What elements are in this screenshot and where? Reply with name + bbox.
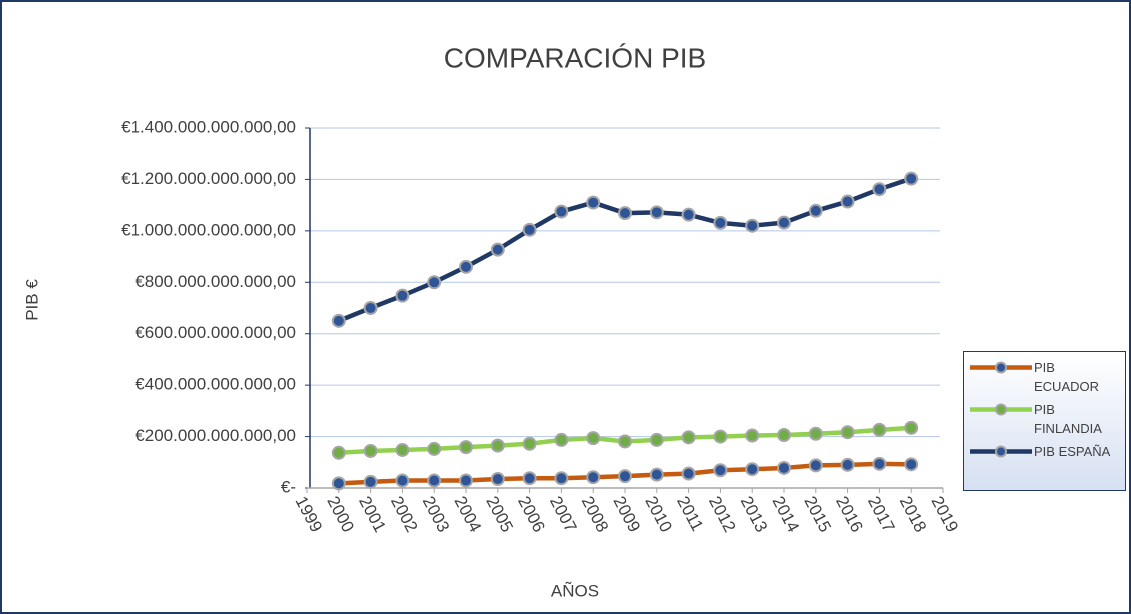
data-point [331,445,346,460]
data-point [840,457,855,472]
y-tick-label: €200.000.000.000,00 [135,426,296,445]
data-point [649,205,664,220]
chart-title: COMPARACIÓN PIB [444,42,706,73]
data-point [331,476,346,491]
y-tick-label: €800.000.000.000,00 [135,272,296,291]
y-tick-label: €- [281,477,296,496]
data-point [554,432,569,447]
data-point [427,473,442,488]
data-point [872,456,887,471]
data-point [363,474,378,489]
data-point [522,222,537,237]
data-point [681,466,696,481]
legend-label: PIB ESPAÑA [1034,444,1111,459]
data-point [904,171,919,186]
data-point [808,203,823,218]
data-point [649,432,664,447]
legend-swatch [970,403,1032,416]
data-point [459,473,473,488]
data-point [681,430,696,445]
data-point [777,215,791,230]
data-point [777,460,791,475]
data-point [808,426,823,441]
legend-marker [995,445,1007,458]
data-point [395,473,410,488]
data-point [904,420,919,435]
legend-item: PIB ESPAÑA [968,442,1121,461]
y-tick-label: €400.000.000.000,00 [135,375,296,394]
data-point [586,470,601,485]
data-point [490,242,505,257]
data-point [427,275,442,290]
data-point [395,288,410,303]
data-point [618,206,632,221]
x-axis-title: AÑOS [551,581,599,600]
y-axis-title: PIB € [22,279,41,321]
data-point [490,472,505,486]
data-point [554,204,569,219]
data-point [904,457,919,472]
data-point [459,259,473,274]
data-point [713,463,728,478]
legend-marker [995,403,1007,416]
y-tick-label: €1.200.000.000.000,00 [121,169,296,188]
data-point [872,182,887,197]
data-point [713,429,728,444]
y-tick-label: €1.000.000.000.000,00 [121,220,296,239]
data-point [745,462,760,477]
data-point [618,434,632,449]
legend-item: PIB FINLANDIA [968,400,1121,438]
data-point [490,438,505,453]
data-point [618,469,632,484]
data-point [872,422,887,437]
legend-label: PIB FINLANDIA [1034,402,1102,436]
data-point [427,441,442,456]
data-point [586,195,601,210]
data-point [840,194,855,209]
data-point [554,471,569,486]
data-point [681,207,696,222]
y-tick-label: €600.000.000.000,00 [135,323,296,342]
legend-swatch [970,361,1032,374]
data-point [395,442,410,457]
legend-marker [995,361,1007,374]
y-tick-label: €1.400.000.000.000,00 [121,117,296,136]
legend-item: PIB ECUADOR [968,358,1121,396]
legend-label: PIB ECUADOR [1034,360,1100,394]
data-point [363,301,378,315]
data-point [331,313,346,328]
data-point [649,467,664,482]
data-point [840,425,855,440]
data-point [745,428,760,443]
data-point [713,215,728,230]
legend: PIB ECUADOR PIB FINLANDIA PIB ESPAÑA [963,351,1126,491]
data-point [459,440,473,455]
data-point [808,458,823,473]
data-point [522,436,537,451]
data-point [363,443,378,458]
data-point [522,471,537,486]
data-point [777,428,791,443]
data-point [586,431,601,446]
data-point [745,218,760,233]
legend-swatch [970,445,1032,458]
